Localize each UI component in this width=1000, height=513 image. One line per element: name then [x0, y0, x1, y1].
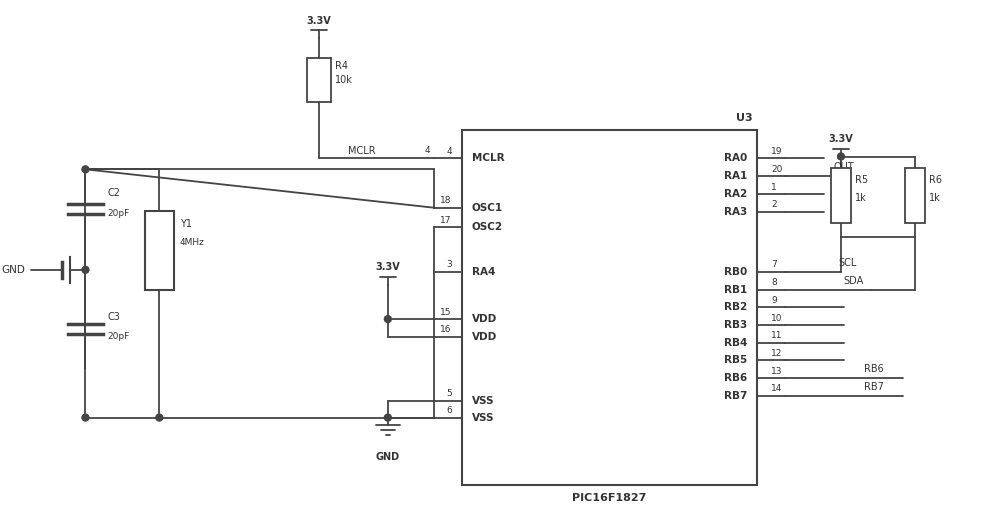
Text: 17: 17 [440, 216, 452, 225]
Text: 4: 4 [425, 146, 430, 155]
Circle shape [384, 315, 391, 323]
Text: 3.3V: 3.3V [307, 15, 331, 26]
Text: 9: 9 [771, 296, 777, 305]
Text: RB6: RB6 [724, 373, 747, 383]
Text: 11: 11 [771, 331, 783, 340]
Text: 4: 4 [446, 147, 452, 156]
Text: OSC1: OSC1 [472, 203, 503, 213]
Text: R4: R4 [335, 61, 348, 71]
Text: RB0: RB0 [724, 267, 747, 277]
Text: SCL: SCL [839, 258, 857, 268]
Text: VDD: VDD [472, 314, 497, 324]
Text: 20: 20 [771, 165, 782, 174]
Text: 15: 15 [440, 308, 452, 317]
Circle shape [384, 414, 391, 421]
Text: 3: 3 [446, 261, 452, 269]
Text: GND: GND [376, 452, 400, 462]
Text: 12: 12 [771, 349, 782, 358]
Text: 10: 10 [771, 313, 783, 323]
Text: C3: C3 [107, 312, 120, 322]
Text: 8: 8 [771, 278, 777, 287]
Text: RB7: RB7 [864, 382, 883, 392]
Bar [905, 168, 925, 223]
Text: 3.3V: 3.3V [829, 134, 853, 144]
Text: 1k: 1k [929, 193, 940, 203]
Text: OSC2: OSC2 [472, 223, 503, 232]
Text: 3.3V: 3.3V [375, 262, 400, 272]
Circle shape [82, 266, 89, 273]
Text: R6: R6 [929, 175, 942, 185]
Text: 13: 13 [771, 367, 783, 376]
Text: MCLR: MCLR [472, 153, 504, 164]
Text: U3: U3 [736, 113, 752, 123]
Text: 14: 14 [771, 385, 782, 393]
Text: R5: R5 [855, 175, 868, 185]
Text: 20pF: 20pF [107, 209, 129, 218]
Text: RB6: RB6 [864, 364, 883, 374]
Text: OUT: OUT [834, 162, 854, 172]
Text: 16: 16 [440, 325, 452, 334]
Text: MCLR: MCLR [348, 146, 376, 155]
Text: VDD: VDD [472, 332, 497, 342]
Text: VSS: VSS [472, 396, 494, 406]
Text: PIC16F1827: PIC16F1827 [572, 494, 647, 503]
Text: RB3: RB3 [724, 320, 747, 330]
Text: VSS: VSS [472, 412, 494, 423]
Bar [462, 130, 757, 485]
Text: 20pF: 20pF [107, 332, 129, 341]
Text: 2: 2 [771, 200, 777, 209]
Text: RA3: RA3 [724, 207, 747, 216]
Bar [145, 211, 174, 289]
Text: RB1: RB1 [724, 285, 747, 294]
Text: RB2: RB2 [724, 302, 747, 312]
Text: RB7: RB7 [724, 391, 747, 401]
Text: RA0: RA0 [724, 153, 747, 164]
Circle shape [82, 166, 89, 173]
Circle shape [82, 414, 89, 421]
Text: SDA: SDA [844, 275, 864, 286]
Text: 1: 1 [771, 183, 777, 191]
Text: GND: GND [1, 265, 25, 275]
Text: RA1: RA1 [724, 171, 747, 181]
Text: 1k: 1k [855, 193, 867, 203]
Text: C2: C2 [107, 188, 120, 198]
Text: RA2: RA2 [724, 189, 747, 199]
Text: Y1: Y1 [180, 220, 192, 229]
Text: RB5: RB5 [724, 356, 747, 365]
Text: 4MHz: 4MHz [180, 238, 205, 247]
Bar [831, 168, 851, 223]
Text: RA4: RA4 [472, 267, 495, 277]
Text: 18: 18 [440, 196, 452, 205]
Text: 10k: 10k [335, 75, 353, 85]
Circle shape [838, 153, 844, 160]
Text: 7: 7 [771, 261, 777, 269]
Text: 6: 6 [446, 406, 452, 415]
Text: 5: 5 [446, 389, 452, 399]
Text: 19: 19 [771, 147, 783, 156]
Bar [307, 58, 331, 102]
Text: RB4: RB4 [724, 338, 747, 348]
Circle shape [156, 414, 163, 421]
